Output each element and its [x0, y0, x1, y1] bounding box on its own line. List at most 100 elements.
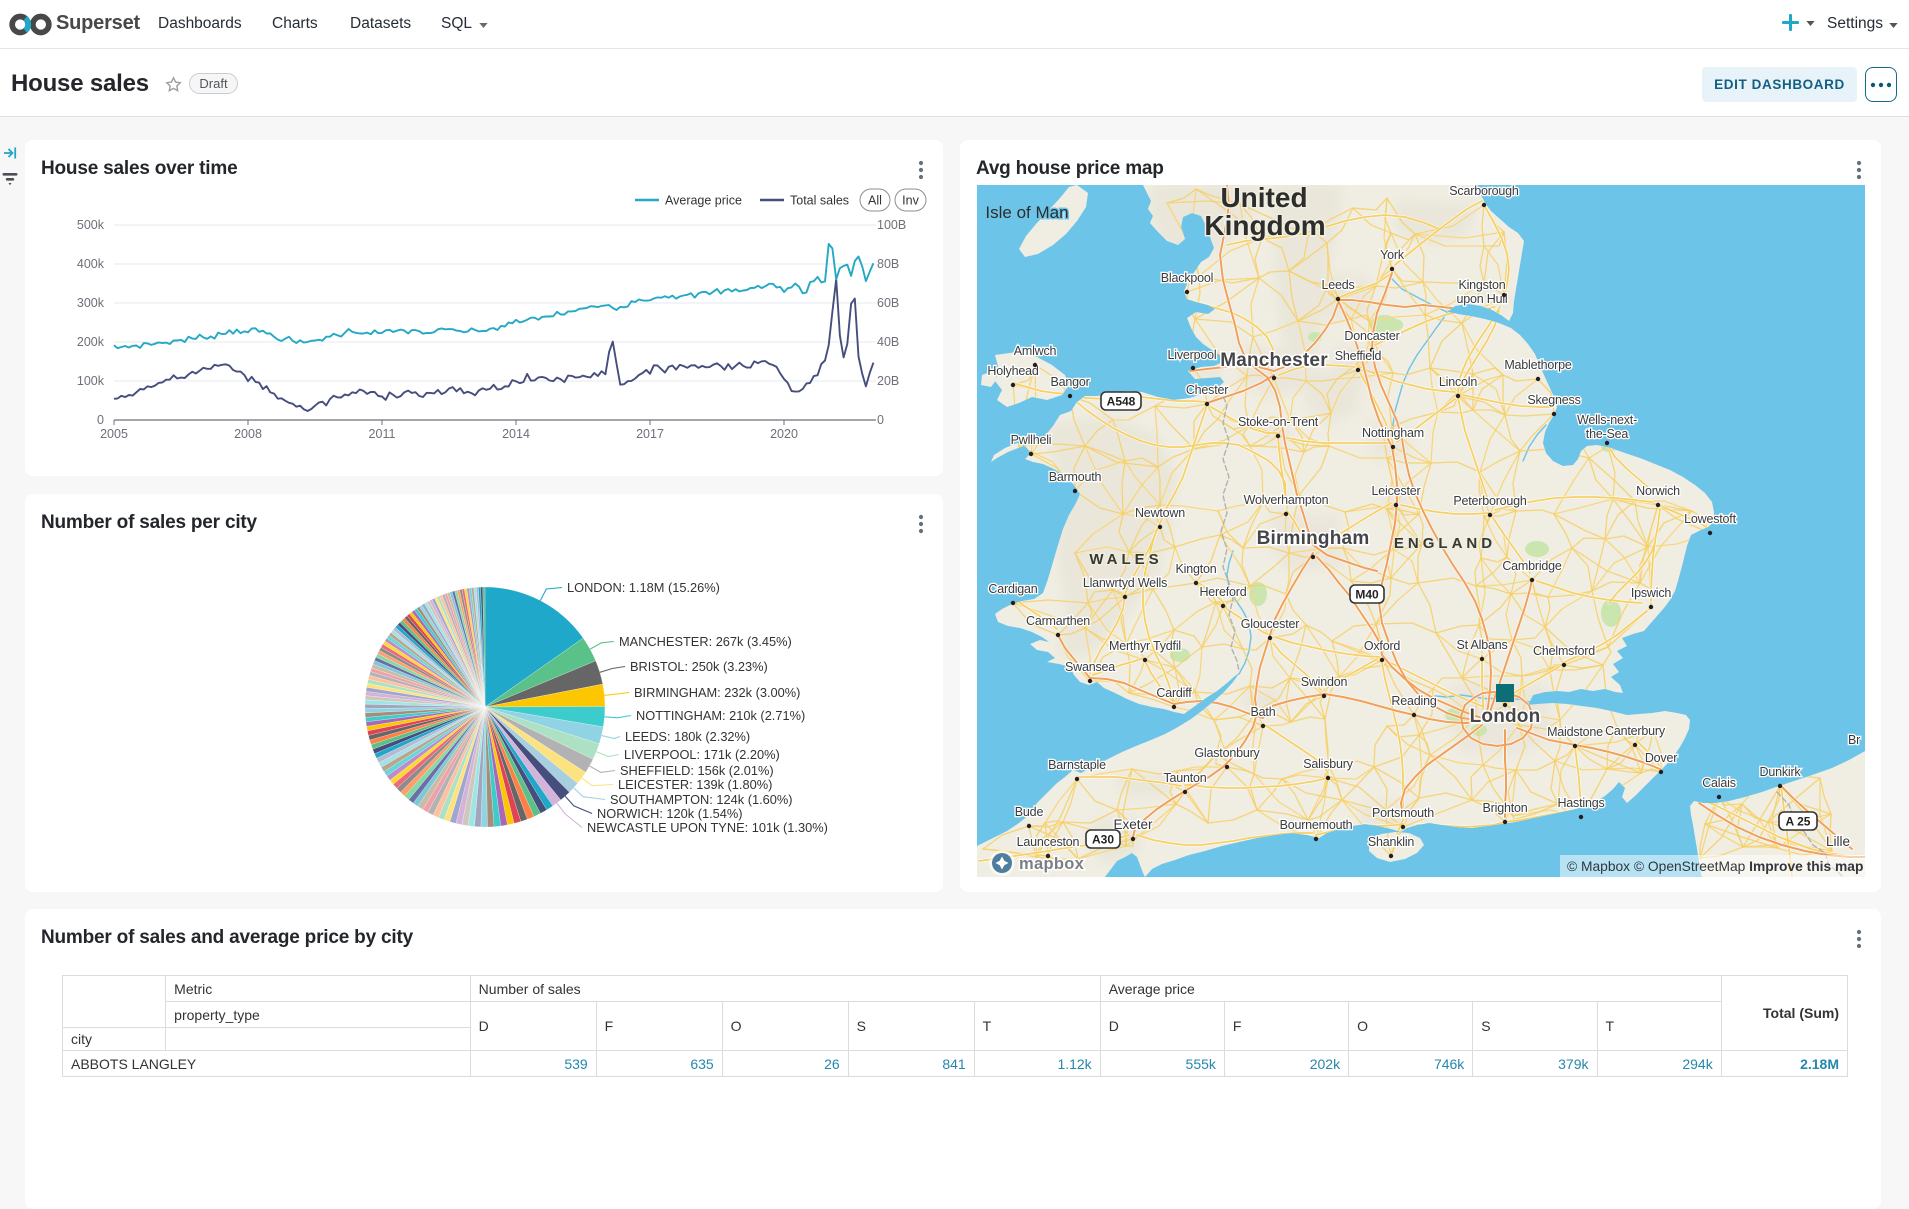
- svg-text:Canterbury: Canterbury: [1605, 724, 1666, 738]
- svg-text:Birmingham: Birmingham: [1257, 528, 1370, 549]
- svg-text:Maidstone: Maidstone: [1547, 725, 1603, 739]
- svg-text:Lincoln: Lincoln: [1439, 375, 1477, 389]
- svg-text:Dunkirk: Dunkirk: [1760, 765, 1802, 779]
- svg-text:Blackpool: Blackpool: [1161, 271, 1213, 285]
- svg-text:Sheffield: Sheffield: [1335, 349, 1382, 363]
- svg-text:BIRMINGHAM: 232k (3.00%): BIRMINGHAM: 232k (3.00%): [634, 685, 800, 700]
- svg-text:LIVERPOOL: 171k (2.20%): LIVERPOOL: 171k (2.20%): [624, 747, 780, 762]
- svg-text:York: York: [1380, 248, 1405, 262]
- svg-text:MANCHESTER: 267k (3.45%): MANCHESTER: 267k (3.45%): [619, 634, 792, 649]
- svg-text:A548: A548: [1107, 395, 1136, 409]
- svg-text:Stoke-on-Trent: Stoke-on-Trent: [1238, 415, 1319, 429]
- svg-text:Skegness: Skegness: [1527, 393, 1580, 407]
- svg-text:0: 0: [97, 413, 104, 427]
- svg-text:mapbox: mapbox: [1019, 855, 1085, 873]
- svg-text:NORWICH: 120k (1.54%): NORWICH: 120k (1.54%): [597, 806, 743, 821]
- svg-text:Reading: Reading: [1391, 694, 1436, 708]
- svg-text:Doncaster: Doncaster: [1344, 329, 1399, 343]
- svg-text:Hastings: Hastings: [1557, 796, 1604, 810]
- svg-text:SHEFFIELD: 156k (2.01%): SHEFFIELD: 156k (2.01%): [620, 763, 774, 778]
- svg-text:Amlwch: Amlwch: [1014, 344, 1057, 358]
- svg-text:Chelmsford: Chelmsford: [1533, 644, 1595, 658]
- svg-text:Bournemouth: Bournemouth: [1280, 818, 1353, 832]
- svg-text:2020: 2020: [770, 427, 798, 441]
- svg-text:Exeter: Exeter: [1113, 817, 1153, 832]
- svg-text:Swindon: Swindon: [1301, 675, 1348, 689]
- svg-text:Lille: Lille: [1826, 834, 1850, 849]
- svg-text:2008: 2008: [234, 427, 262, 441]
- svg-text:Average price: Average price: [665, 194, 742, 208]
- svg-text:Carmarthen: Carmarthen: [1026, 614, 1090, 628]
- svg-text:Swansea: Swansea: [1065, 660, 1115, 674]
- svg-text:80B: 80B: [877, 257, 899, 271]
- svg-text:Total sales: Total sales: [790, 194, 849, 208]
- svg-text:Oxford: Oxford: [1364, 639, 1401, 653]
- svg-text:2011: 2011: [369, 427, 396, 441]
- svg-text:Br: Br: [1848, 733, 1860, 747]
- svg-text:Ipswich: Ipswich: [1631, 586, 1672, 600]
- svg-text:London: London: [1470, 706, 1541, 727]
- svg-text:Calais: Calais: [1702, 776, 1736, 790]
- svg-text:Dover: Dover: [1645, 751, 1677, 765]
- svg-text:Taunton: Taunton: [1163, 771, 1206, 785]
- svg-text:ENGLAND: ENGLAND: [1394, 535, 1496, 552]
- svg-text:Lowestoft: Lowestoft: [1684, 512, 1736, 526]
- svg-text:Bangor: Bangor: [1050, 375, 1089, 389]
- svg-text:Llanwrtyd Wells: Llanwrtyd Wells: [1083, 576, 1167, 590]
- svg-text:Salisbury: Salisbury: [1303, 757, 1354, 771]
- svg-text:Gloucester: Gloucester: [1241, 617, 1299, 631]
- svg-text:Isle of Man: Isle of Man: [985, 203, 1068, 222]
- svg-text:2005: 2005: [100, 427, 128, 441]
- svg-text:2017: 2017: [636, 427, 664, 441]
- svg-text:All: All: [868, 194, 882, 208]
- svg-text:Hereford: Hereford: [1199, 585, 1246, 599]
- svg-text:100k: 100k: [77, 374, 105, 388]
- svg-text:St Albans: St Albans: [1456, 638, 1507, 652]
- svg-text:NEWCASTLE UPON TYNE: 101k (1.3: NEWCASTLE UPON TYNE: 101k (1.30%): [587, 820, 828, 835]
- svg-text:40B: 40B: [877, 335, 899, 349]
- svg-text:500k: 500k: [77, 218, 105, 232]
- svg-text:Manchester: Manchester: [1220, 350, 1328, 371]
- svg-text:Inv: Inv: [902, 194, 919, 208]
- svg-text:Kingston: Kingston: [1458, 278, 1505, 292]
- svg-text:Norwich: Norwich: [1636, 484, 1680, 498]
- svg-text:Brighton: Brighton: [1483, 801, 1528, 815]
- svg-text:Portsmouth: Portsmouth: [1372, 806, 1434, 820]
- svg-text:100B: 100B: [877, 218, 906, 232]
- svg-text:Cardigan: Cardigan: [988, 582, 1037, 596]
- svg-text:Wells-next-: Wells-next-: [1577, 413, 1637, 427]
- svg-text:Leeds: Leeds: [1321, 278, 1354, 292]
- svg-text:0: 0: [877, 413, 884, 427]
- svg-text:Bath: Bath: [1251, 705, 1276, 719]
- svg-text:Scarborough: Scarborough: [1449, 185, 1519, 198]
- svg-text:Peterborough: Peterborough: [1453, 494, 1527, 508]
- svg-text:A30: A30: [1092, 833, 1114, 847]
- svg-text:Cardiff: Cardiff: [1156, 686, 1192, 700]
- svg-text:upon Hull: upon Hull: [1456, 292, 1507, 306]
- svg-text:Nottingham: Nottingham: [1362, 426, 1424, 440]
- svg-text:2014: 2014: [502, 427, 530, 441]
- svg-text:M40: M40: [1355, 588, 1379, 602]
- svg-text:Kingdom: Kingdom: [1204, 210, 1325, 241]
- svg-text:the-Sea: the-Sea: [1586, 427, 1629, 441]
- svg-text:United: United: [1220, 185, 1307, 213]
- svg-text:300k: 300k: [77, 296, 105, 310]
- svg-text:Holyhead: Holyhead: [987, 364, 1038, 378]
- svg-text:© Mapbox © OpenStreetMap Impro: © Mapbox © OpenStreetMap Improve this ma…: [1567, 859, 1863, 874]
- svg-text:20B: 20B: [877, 374, 899, 388]
- svg-text:NOTTINGHAM: 210k (2.71%): NOTTINGHAM: 210k (2.71%): [636, 708, 805, 723]
- svg-text:LONDON: 1.18M (15.26%): LONDON: 1.18M (15.26%): [567, 580, 720, 595]
- svg-text:60B: 60B: [877, 296, 899, 310]
- svg-text:Pwllheli: Pwllheli: [1011, 433, 1052, 447]
- svg-text:Kington: Kington: [1176, 562, 1217, 576]
- svg-text:Mablethorpe: Mablethorpe: [1504, 358, 1572, 372]
- svg-text:LEICESTER: 139k (1.80%): LEICESTER: 139k (1.80%): [618, 777, 772, 792]
- svg-text:Shanklin: Shanklin: [1368, 835, 1415, 849]
- svg-text:Leicester: Leicester: [1372, 484, 1421, 498]
- svg-text:Chester: Chester: [1186, 383, 1228, 397]
- svg-text:Wolverhampton: Wolverhampton: [1244, 493, 1329, 507]
- svg-text:LEEDS: 180k (2.32%): LEEDS: 180k (2.32%): [625, 729, 750, 744]
- svg-text:400k: 400k: [77, 257, 105, 271]
- svg-text:Barnstaple: Barnstaple: [1048, 758, 1106, 772]
- svg-text:SOUTHAMPTON: 124k (1.60%): SOUTHAMPTON: 124k (1.60%): [610, 792, 793, 807]
